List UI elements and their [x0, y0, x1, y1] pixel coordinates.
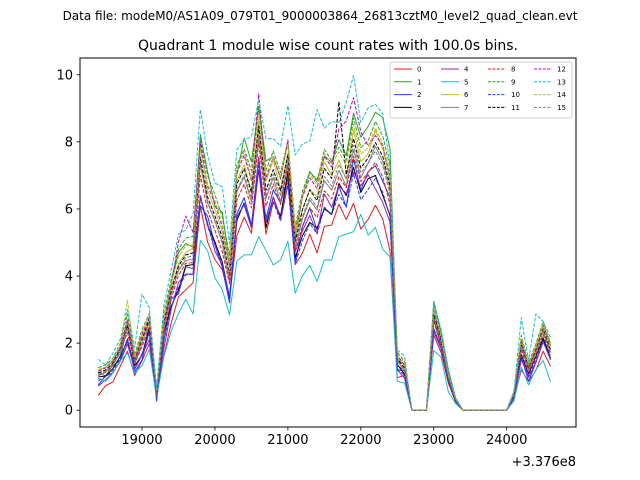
legend-label-10: 10	[511, 91, 520, 99]
legend-label-12: 12	[557, 66, 566, 74]
legend-label-13: 13	[557, 78, 566, 86]
legend-label-8: 8	[511, 66, 515, 74]
legend-label-7: 7	[464, 104, 468, 112]
x-axis-offset-label: +3.376e8	[512, 455, 576, 470]
figure-suptitle: Data file: modeM0/AS1A09_079T01_90000038…	[63, 9, 578, 23]
x-tick-label: 23000	[413, 433, 454, 448]
legend-label-14: 14	[557, 91, 566, 99]
legend-label-6: 6	[464, 91, 469, 99]
series-line-10	[97, 163, 551, 411]
axes-frame	[79, 57, 577, 428]
legend-label-1: 1	[417, 78, 421, 86]
legend-label-11: 11	[511, 104, 520, 112]
x-tick-label: 21000	[267, 433, 308, 448]
series-line-14	[98, 111, 551, 411]
legend-label-3: 3	[417, 104, 421, 112]
legend-label-15: 15	[557, 104, 566, 112]
y-axis: 0 2 4 6 8 10	[56, 68, 80, 419]
y-tick-label: 10	[56, 68, 73, 83]
y-tick-label: 0	[65, 404, 73, 419]
x-axis: 19000 20000 21000 22000 23000 24000	[121, 427, 527, 448]
legend-label-4: 4	[464, 66, 469, 74]
legend-label-2: 2	[417, 91, 421, 99]
legend-label-5: 5	[464, 78, 468, 86]
x-tick-label: 22000	[340, 433, 381, 448]
y-tick-label: 8	[65, 135, 73, 150]
x-tick-label: 20000	[194, 433, 235, 448]
series-layer	[97, 74, 551, 411]
chart-title: Quadrant 1 module wise count rates with …	[138, 38, 518, 54]
x-tick-label: 19000	[121, 433, 162, 448]
legend-label-9: 9	[511, 78, 515, 86]
y-tick-label: 4	[65, 270, 73, 285]
legend-frame	[389, 61, 573, 119]
series-line-15	[98, 132, 551, 411]
series-line-9	[98, 109, 551, 411]
y-tick-label: 2	[65, 337, 73, 352]
y-tick-label: 6	[65, 202, 73, 217]
x-tick-label: 24000	[486, 433, 527, 448]
legend-label-0: 0	[417, 66, 421, 74]
